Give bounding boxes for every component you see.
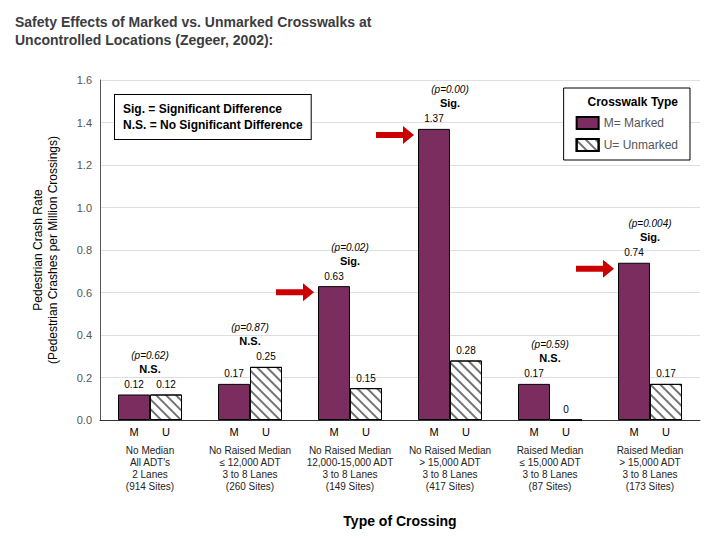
svg-text:N.S.: N.S.	[539, 352, 560, 364]
svg-text:(p=0.00): (p=0.00)	[431, 84, 469, 95]
svg-text:M= Marked: M= Marked	[604, 116, 664, 130]
svg-text:0.17: 0.17	[224, 368, 244, 379]
svg-text:(p=0.87): (p=0.87)	[231, 322, 269, 333]
svg-text:(87 Sites): (87 Sites)	[529, 481, 572, 492]
svg-text:Uncontrolled Locations (Zegeer: Uncontrolled Locations (Zegeer, 2002):	[15, 32, 273, 48]
svg-text:0.25: 0.25	[256, 351, 276, 362]
svg-text:> 15,000 ADT: > 15,000 ADT	[619, 457, 680, 468]
svg-text:No Raised Median: No Raised Median	[409, 445, 491, 456]
svg-text:M: M	[429, 426, 438, 438]
svg-text:0.63: 0.63	[324, 271, 344, 282]
svg-text:0.12: 0.12	[124, 379, 144, 390]
svg-text:Pedestrian Crash Rate: Pedestrian Crash Rate	[31, 189, 45, 311]
svg-text:3 to 8 Lanes: 3 to 8 Lanes	[422, 469, 477, 480]
svg-text:0.74: 0.74	[624, 247, 644, 258]
svg-text:≤ 15,000 ADT: ≤ 15,000 ADT	[519, 457, 580, 468]
svg-text:1.6: 1.6	[77, 74, 92, 86]
svg-text:Raised Median: Raised Median	[617, 445, 684, 456]
svg-text:M: M	[329, 426, 338, 438]
svg-text:Crosswalk Type: Crosswalk Type	[588, 95, 679, 109]
svg-text:U: U	[262, 426, 270, 438]
svg-text:U= Unmarked: U= Unmarked	[604, 138, 678, 152]
svg-text:(173 Sites): (173 Sites)	[626, 481, 674, 492]
svg-text:0.12: 0.12	[156, 379, 176, 390]
svg-text:1.4: 1.4	[77, 117, 92, 129]
svg-text:> 15,000 ADT: > 15,000 ADT	[419, 457, 480, 468]
svg-text:(p=0.02): (p=0.02)	[331, 242, 369, 253]
svg-text:Sig.: Sig.	[340, 255, 360, 267]
svg-text:U: U	[562, 426, 570, 438]
svg-text:M: M	[129, 426, 138, 438]
svg-text:M: M	[629, 426, 638, 438]
svg-text:0.6: 0.6	[77, 287, 92, 299]
svg-text:12,000-15,000 ADT: 12,000-15,000 ADT	[307, 457, 394, 468]
svg-text:U: U	[462, 426, 470, 438]
svg-text:(914 Sites): (914 Sites)	[126, 481, 174, 492]
svg-text:No Raised Median: No Raised Median	[209, 445, 291, 456]
svg-text:0: 0	[563, 404, 569, 415]
svg-text:N.S. = No Significant Differen: N.S. = No Significant Difference	[123, 118, 303, 132]
svg-text:N.S.: N.S.	[139, 363, 160, 375]
svg-text:All ADT's: All ADT's	[130, 457, 170, 468]
svg-text:Sig. = Significant Difference: Sig. = Significant Difference	[123, 102, 282, 116]
svg-text:0.4: 0.4	[77, 329, 92, 341]
svg-text:1.37: 1.37	[424, 113, 444, 124]
svg-text:U: U	[362, 426, 370, 438]
svg-text:U: U	[162, 426, 170, 438]
svg-text:0.2: 0.2	[77, 372, 92, 384]
svg-text:3 to 8 Lanes: 3 to 8 Lanes	[322, 469, 377, 480]
svg-text:0.8: 0.8	[77, 244, 92, 256]
svg-text:No Raised Median: No Raised Median	[309, 445, 391, 456]
svg-text:3 to 8 Lanes: 3 to 8 Lanes	[522, 469, 577, 480]
svg-text:(p=0.62): (p=0.62)	[131, 350, 169, 361]
svg-text:0.0: 0.0	[77, 414, 92, 426]
svg-text:Type of Crossing: Type of Crossing	[343, 513, 456, 529]
svg-text:2 Lanes: 2 Lanes	[132, 469, 168, 480]
svg-text:Raised Median: Raised Median	[517, 445, 584, 456]
svg-text:3 to 8 Lanes: 3 to 8 Lanes	[222, 469, 277, 480]
svg-text:(p=0.59): (p=0.59)	[531, 339, 569, 350]
svg-text:No Median: No Median	[126, 445, 174, 456]
svg-text:(260 Sites): (260 Sites)	[226, 481, 274, 492]
svg-text:0.17: 0.17	[524, 368, 544, 379]
svg-text:1.0: 1.0	[77, 202, 92, 214]
svg-text:(Pedestrian Crashes per Millio: (Pedestrian Crashes per Million Crossing…	[46, 136, 60, 364]
svg-text:N.S.: N.S.	[239, 335, 260, 347]
svg-text:(149 Sites): (149 Sites)	[326, 481, 374, 492]
svg-text:M: M	[229, 426, 238, 438]
svg-text:(p=0.004): (p=0.004)	[628, 218, 671, 229]
svg-text:1.2: 1.2	[77, 159, 92, 171]
svg-text:0.17: 0.17	[656, 368, 676, 379]
svg-text:0.28: 0.28	[456, 345, 476, 356]
svg-text:Sig.: Sig.	[440, 97, 460, 109]
svg-text:Sig.: Sig.	[640, 231, 660, 243]
svg-text:M: M	[529, 426, 538, 438]
svg-text:Safety Effects of Marked vs. U: Safety Effects of Marked vs. Unmarked Cr…	[15, 14, 372, 30]
svg-text:(417 Sites): (417 Sites)	[426, 481, 474, 492]
svg-text:U: U	[662, 426, 670, 438]
svg-text:0.15: 0.15	[356, 373, 376, 384]
svg-text:3 to 8 Lanes: 3 to 8 Lanes	[622, 469, 677, 480]
svg-text:≤ 12,000 ADT: ≤ 12,000 ADT	[219, 457, 280, 468]
